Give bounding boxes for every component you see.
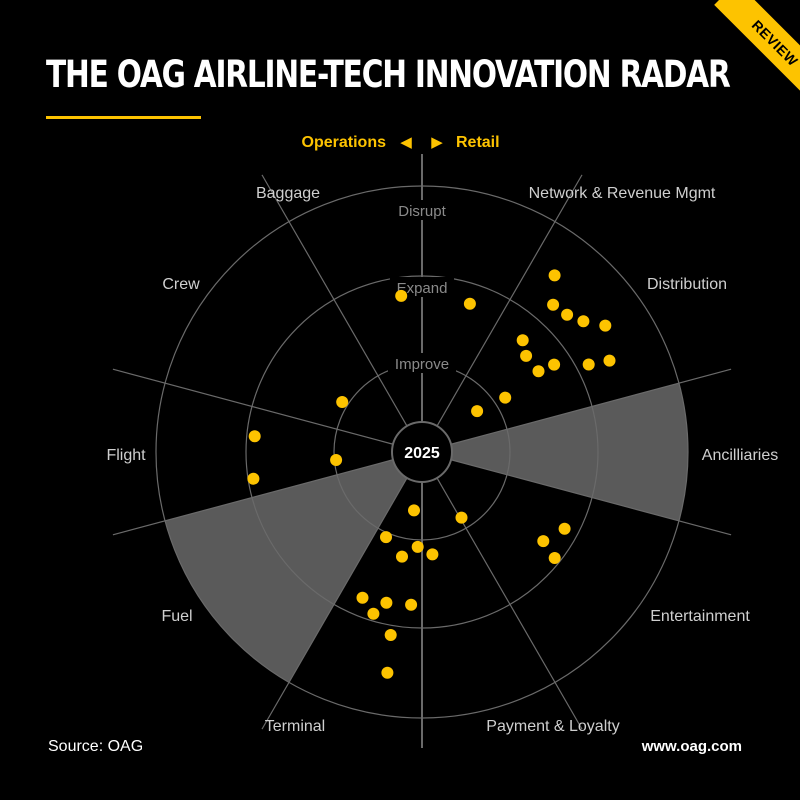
sector-label-distribution: Distribution bbox=[647, 276, 727, 293]
spoke-entertainment bbox=[450, 459, 732, 536]
radar-point-network-revenue-mgmt bbox=[471, 405, 484, 418]
operations-arrow-icon: ◀ bbox=[400, 133, 412, 151]
website-link[interactable]: www.oag.com bbox=[641, 738, 742, 755]
radar-point-entertainment bbox=[548, 552, 561, 564]
radar-point-entertainment bbox=[537, 535, 550, 548]
radar-point-distribution bbox=[516, 334, 529, 347]
highlight-sector-ancilliaries bbox=[450, 383, 688, 521]
radar-point-terminal bbox=[384, 629, 397, 641]
sector-label-fuel: Fuel bbox=[161, 608, 192, 625]
radar-point-terminal bbox=[408, 504, 420, 517]
ring-label-bg-expand bbox=[390, 277, 454, 297]
radar-point-terminal bbox=[405, 598, 418, 611]
center-disc bbox=[391, 421, 453, 483]
radar-point-distribution bbox=[582, 358, 595, 371]
sector-label-crew: Crew bbox=[162, 276, 200, 293]
radar-point-distribution bbox=[603, 354, 616, 367]
sector-label-baggage: Baggage bbox=[256, 185, 320, 202]
radar-point-distribution bbox=[548, 269, 561, 282]
radar-point-terminal bbox=[380, 596, 393, 609]
radar-point-crew bbox=[336, 396, 349, 408]
ring-label-bg-disrupt bbox=[390, 200, 454, 220]
radar-point-entertainment bbox=[455, 511, 468, 524]
radar-point-distribution bbox=[561, 308, 574, 321]
highlight-sector-fuel bbox=[165, 459, 407, 683]
radar-point-distribution bbox=[577, 315, 590, 328]
title-underline bbox=[46, 116, 201, 119]
radar-point-terminal bbox=[381, 666, 394, 679]
radar-point-terminal bbox=[367, 607, 380, 620]
radar-point-flight bbox=[247, 472, 260, 485]
operations-label: Operations bbox=[302, 134, 387, 151]
sector-label-payment-loyalty: Payment & Loyalty bbox=[486, 718, 619, 735]
center-year-label: 2025 bbox=[404, 445, 440, 462]
radar-point-baggage bbox=[395, 289, 408, 302]
radar-point-terminal bbox=[380, 531, 392, 544]
spoke-fuel bbox=[261, 477, 408, 730]
highlight-sectors bbox=[165, 383, 688, 683]
radar-points bbox=[247, 269, 616, 679]
spoke-ancilliaries bbox=[450, 368, 732, 445]
ring-label-expand: Expand bbox=[397, 280, 448, 297]
radar-point-distribution bbox=[532, 365, 545, 378]
radar-point-flight bbox=[330, 454, 343, 466]
radar-point-entertainment bbox=[558, 522, 571, 535]
sector-label-network-revenue-mgmt: Network & Revenue Mgmt bbox=[529, 185, 716, 202]
radar-point-distribution bbox=[520, 349, 533, 362]
direction-label-bg bbox=[296, 128, 508, 154]
ring-label-bg-improve bbox=[388, 353, 456, 373]
ring-label-improve: Improve bbox=[395, 356, 449, 373]
spoke-distribution bbox=[436, 174, 583, 427]
radar-point-distribution bbox=[548, 358, 561, 371]
radar-point-flight bbox=[248, 430, 261, 443]
radar-point-terminal bbox=[426, 548, 439, 561]
ring-label-disrupt: Disrupt bbox=[398, 203, 446, 220]
spoke-flight bbox=[112, 459, 394, 536]
spoke-crew bbox=[112, 368, 394, 445]
sector-label-ancilliaries: Ancilliaries bbox=[702, 447, 778, 464]
radar-point-distribution bbox=[499, 391, 512, 404]
retail-label: Retail bbox=[456, 134, 500, 151]
spoke-baggage bbox=[261, 174, 408, 427]
sector-label-entertainment: Entertainment bbox=[650, 608, 750, 625]
radar-point-network-revenue-mgmt bbox=[463, 297, 476, 310]
radar-point-terminal bbox=[396, 550, 408, 563]
radar-point-distribution bbox=[547, 298, 560, 311]
radar-point-distribution bbox=[599, 319, 612, 332]
sector-label-terminal: Terminal bbox=[265, 718, 325, 735]
sector-label-flight: Flight bbox=[106, 447, 146, 464]
retail-arrow-icon: ▶ bbox=[431, 133, 443, 151]
source-note: Source: OAG bbox=[48, 738, 144, 755]
radar-point-terminal bbox=[411, 540, 424, 553]
radar-point-terminal bbox=[356, 591, 369, 604]
page-title: THE OAG AIRLINE-TECH INNOVATION RADAR bbox=[46, 53, 731, 96]
